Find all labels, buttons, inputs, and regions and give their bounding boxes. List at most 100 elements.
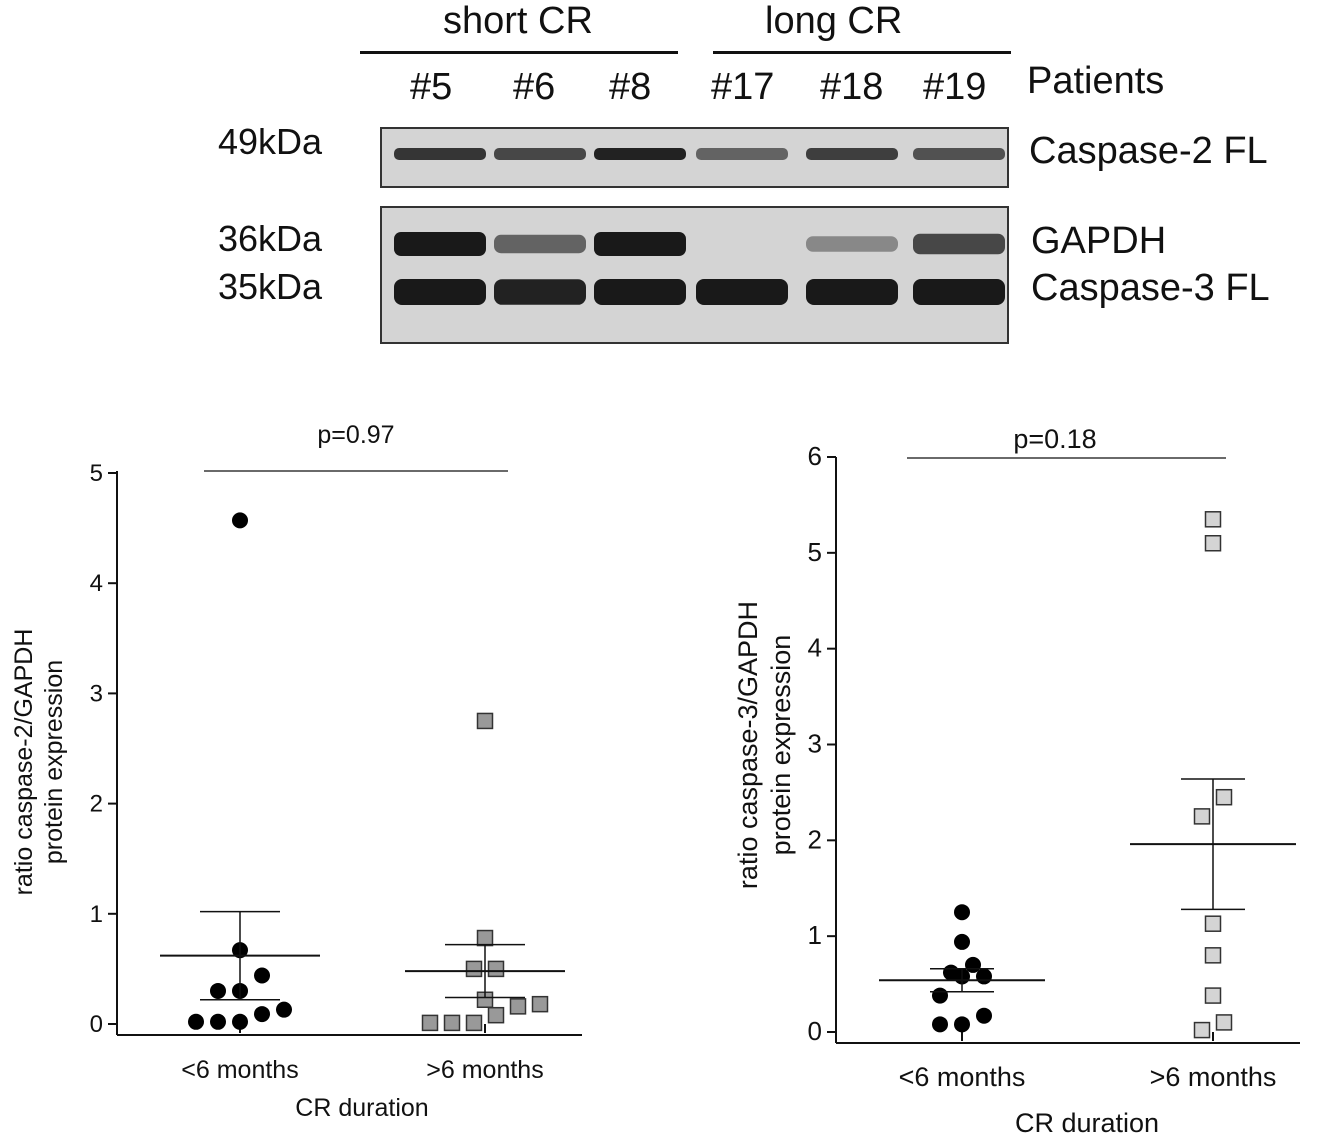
y-axis-label-line-1: ratio caspase-2/GAPDH: [10, 629, 38, 896]
data-point: [476, 712, 494, 730]
gapdh-band: [806, 236, 898, 252]
x-tick-label: >6 months: [426, 1056, 543, 1084]
gapdh-band: [913, 233, 1005, 255]
y-tick-label: 4: [90, 570, 103, 597]
blot-background: [382, 129, 1007, 186]
data-point: [1193, 1021, 1211, 1039]
data-point: [954, 933, 970, 950]
p-value-annotation: p=0.18: [1013, 424, 1096, 454]
band-label-caspase-2: Caspase-2 FL: [1029, 130, 1268, 172]
data-point: [188, 1013, 204, 1030]
band-label-caspase-3: Caspase-3 FL: [1031, 267, 1270, 309]
patient-label: #6: [513, 66, 556, 108]
data-point: [232, 512, 248, 529]
y-tick-label: 2: [90, 791, 103, 818]
patient-label: #17: [711, 66, 775, 108]
data-point: [954, 904, 970, 921]
marker-35kda: 35kDa: [218, 266, 323, 307]
data-point: [965, 956, 981, 973]
gapdh-band: [494, 234, 586, 254]
patient-label: #8: [609, 66, 652, 108]
data-point: [932, 1016, 948, 1033]
caspase-2-band: [696, 148, 788, 160]
data-point: [254, 1006, 270, 1023]
data-point: [1204, 511, 1222, 528]
p-value-annotation: p=0.97: [317, 421, 394, 449]
data-point: [1204, 947, 1222, 964]
caspase-2-band: [913, 148, 1005, 160]
group-underline-long-cr: [713, 51, 1011, 54]
data-point: [210, 1013, 226, 1030]
caspase-3-band: [806, 279, 898, 305]
x-axis-label: CR duration: [1015, 1108, 1159, 1136]
data-point: [443, 1014, 461, 1032]
group-label-long-cr: long CR: [765, 0, 903, 42]
caspase-2-band: [806, 148, 898, 160]
data-point: [1204, 535, 1222, 552]
data-point: [954, 968, 970, 985]
caspase-3-band: [913, 279, 1005, 305]
data-point: [932, 987, 948, 1004]
data-point: [1215, 1014, 1233, 1031]
blot-caspase-2: [380, 127, 1009, 188]
data-point: [531, 995, 549, 1013]
data-point: [476, 929, 494, 947]
data-point: [943, 964, 959, 981]
data-point: [976, 1007, 992, 1024]
y-tick-label: 2: [808, 824, 822, 854]
y-tick-label: 1: [808, 920, 822, 950]
caspase-3-band: [696, 279, 788, 305]
data-point: [254, 967, 270, 984]
blot-gapdh-caspase-3: [380, 206, 1009, 344]
y-tick-label: 1: [90, 901, 103, 928]
x-tick-label: <6 months: [181, 1056, 298, 1084]
data-point: [210, 982, 226, 999]
marker-49kda: 49kDa: [218, 121, 323, 162]
caspase-3-band: [494, 279, 586, 305]
y-tick-label: 3: [808, 729, 822, 759]
y-axis-label-line-2: protein expression: [766, 635, 796, 856]
data-point: [487, 1006, 505, 1024]
data-point: [232, 982, 248, 999]
data-point: [465, 1014, 483, 1032]
data-point: [476, 991, 494, 1009]
data-point: [421, 1014, 439, 1032]
data-point: [276, 1001, 292, 1018]
patient-label: #18: [820, 66, 884, 108]
data-point: [1215, 788, 1233, 806]
data-point: [1204, 915, 1222, 932]
group-underline-short-cr: [360, 51, 678, 54]
data-point: [232, 942, 248, 959]
gapdh-band: [594, 232, 686, 256]
y-axis-label-line-2: protein expression: [40, 660, 68, 864]
blot-caspase-2-image: [382, 129, 1007, 186]
marker-36kda: 36kDa: [218, 218, 323, 259]
x-tick-label: >6 months: [1150, 1062, 1277, 1092]
data-point: [232, 1013, 248, 1030]
y-tick-label: 4: [808, 633, 822, 663]
y-tick-label: 6: [808, 441, 822, 471]
caspase-2-band: [594, 148, 686, 160]
group-label-short-cr: short CR: [443, 0, 593, 42]
y-axis-label-line-1: ratio caspase-3/GAPDH: [733, 601, 763, 889]
band-label-gapdh: GAPDH: [1031, 220, 1167, 262]
y-tick-label: 5: [808, 537, 822, 567]
y-tick-label: 3: [90, 680, 103, 707]
y-tick-label: 0: [90, 1011, 103, 1038]
caspase-2-band: [394, 148, 486, 160]
data-point: [976, 968, 992, 985]
data-point: [509, 998, 527, 1015]
x-tick-label: <6 months: [899, 1062, 1026, 1092]
data-point: [1193, 808, 1211, 825]
patient-label: #19: [923, 66, 987, 108]
x-axis-label: CR duration: [295, 1094, 428, 1122]
patients-label: Patients: [1027, 60, 1165, 102]
patient-label: #5: [410, 66, 453, 108]
caspase-2-band: [494, 148, 586, 160]
caspase-3-band: [394, 279, 486, 305]
blot-gapdh-caspase-3-image: [382, 208, 1007, 342]
y-tick-label: 5: [90, 460, 103, 487]
y-tick-label: 0: [808, 1016, 822, 1046]
data-point: [1204, 987, 1222, 1004]
